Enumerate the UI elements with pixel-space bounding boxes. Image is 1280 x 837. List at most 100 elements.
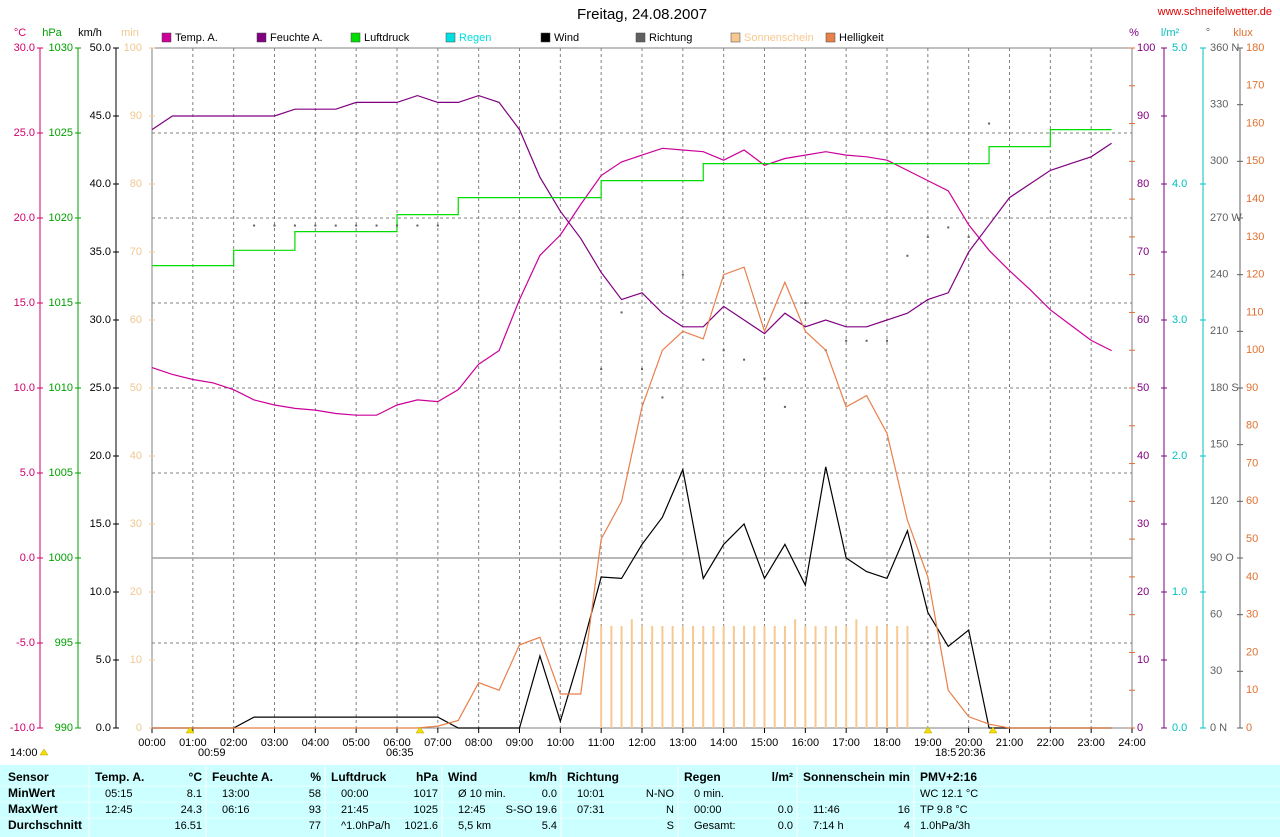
x-tick-label: 16:00 (792, 737, 820, 749)
table-cell: 16.51 (174, 820, 202, 832)
table-cell: 1021.6 (404, 820, 438, 832)
direction-dot (355, 224, 358, 227)
table-cell: 1.0hPa/3h (920, 820, 970, 832)
y-tick-label: 0 (1246, 722, 1252, 734)
sun-marker (185, 726, 195, 734)
x-tick-label: 01:00 (179, 737, 207, 749)
table-row-label: MaxWert (8, 802, 58, 816)
legend-label: Wind (554, 32, 579, 44)
sunshine-bar (681, 626, 684, 728)
direction-dot (620, 311, 623, 314)
sunshine-bar (651, 626, 654, 728)
y-tick-label: 35.0 (90, 246, 111, 258)
y-tick-label: 20 (130, 586, 142, 598)
axis-unit: hPa (42, 27, 62, 39)
y-tick-label: 30 (130, 518, 142, 530)
table-cell: 0 min. (694, 788, 724, 800)
direction-dot (845, 339, 848, 342)
y-tick-label: 120 (1210, 495, 1228, 507)
direction-dot (743, 358, 746, 361)
direction-dot (783, 405, 786, 408)
x-tick-label: 22:00 (1037, 737, 1065, 749)
y-tick-label: 10.0 (90, 586, 111, 598)
y-tick-label: 180 S (1210, 382, 1239, 394)
y-tick-label: 1.0 (1172, 586, 1187, 598)
sunshine-bar (722, 626, 725, 728)
y-tick-label: 25.0 (14, 127, 35, 139)
y-tick-label: 70 (1246, 457, 1258, 469)
y-tick-label: 240 (1210, 269, 1228, 281)
table-cell: Gesamt: (694, 820, 736, 832)
x-tick-label: 24:00 (1118, 737, 1146, 749)
sunshine-bar (763, 626, 766, 728)
sunshine-bar (630, 619, 633, 728)
source: www.schneifelwetter.de (1157, 6, 1272, 18)
time-annotation: 14:00 (10, 747, 38, 759)
x-tick-label: 00:00 (138, 737, 166, 749)
x-tick-label: 14:00 (710, 737, 738, 749)
series-line (152, 466, 1112, 729)
direction-dot (396, 224, 398, 227)
table-header-unit: min (889, 770, 910, 784)
y-tick-label: -5.0 (16, 637, 35, 649)
axis-unit: % (1129, 27, 1139, 39)
sunshine-bar (702, 626, 705, 728)
y-tick-label: 140 (1246, 193, 1264, 205)
y-tick-label: 0 (136, 722, 142, 734)
y-tick-label: 3.0 (1172, 314, 1187, 326)
legend-swatch (730, 32, 741, 43)
y-tick-label: 45.0 (90, 110, 111, 122)
direction-dot (865, 339, 868, 342)
y-tick-label: 300 (1210, 155, 1228, 167)
y-tick-label: 110 (1246, 306, 1264, 318)
table-cell: S-SO 19.6 (506, 804, 557, 816)
table-header: Richtung (567, 770, 619, 784)
x-tick-label: 13:00 (669, 737, 697, 749)
y-tick-label: 1015 (49, 297, 73, 309)
y-tick-label: 15.0 (90, 518, 111, 530)
chart-title: Freitag, 24.08.2007 (577, 6, 707, 23)
table-cell: 93 (309, 804, 321, 816)
y-tick-label: 150 (1210, 439, 1228, 451)
x-tick-label: 05:00 (342, 737, 370, 749)
table-background (0, 765, 1280, 837)
axis-unit: ° (1206, 27, 1210, 39)
table-cell: Ø 10 min. (458, 788, 506, 800)
y-tick-label: 60 (1246, 495, 1258, 507)
y-tick-label: -10.0 (10, 722, 35, 734)
sunshine-bar (783, 626, 786, 728)
table-header: PMV+2:16 (920, 770, 977, 784)
direction-dot (436, 224, 439, 227)
y-tick-label: 50 (130, 382, 142, 394)
sunshine-bar (834, 626, 837, 728)
series-line (151, 147, 1112, 416)
sunshine-bar (814, 626, 817, 728)
axis-unit: km/h (78, 27, 102, 39)
sun-marker (39, 748, 49, 756)
x-tick-label: 18:00 (873, 737, 901, 749)
y-tick-label: 80 (130, 178, 142, 190)
sunshine-bar (610, 626, 613, 728)
legend-swatch (445, 32, 456, 43)
y-tick-label: 1020 (49, 212, 73, 224)
table-cell: 00:00 (341, 788, 369, 800)
direction-dot (804, 302, 807, 304)
x-tick-label: 23:00 (1077, 737, 1105, 749)
sunshine-bar (661, 626, 664, 728)
y-tick-label: 120 (1246, 269, 1264, 281)
axis-unit: °C (14, 27, 26, 39)
table-cell: 05:15 (105, 788, 133, 800)
table-cell: 11:46 (813, 804, 840, 816)
y-tick-label: 150 (1246, 155, 1264, 167)
legend-swatch (635, 32, 646, 43)
y-tick-label: 990 (55, 722, 73, 734)
x-tick-label: 06:00 (383, 737, 411, 749)
y-tick-label: 4.0 (1172, 178, 1187, 190)
legend-swatch (350, 32, 361, 43)
y-tick-label: 130 (1246, 231, 1264, 243)
direction-dot (253, 224, 256, 227)
sunshine-bar (692, 626, 695, 728)
direction-dot (273, 224, 276, 227)
direction-dot (947, 226, 950, 229)
y-tick-label: 210 (1210, 325, 1228, 337)
